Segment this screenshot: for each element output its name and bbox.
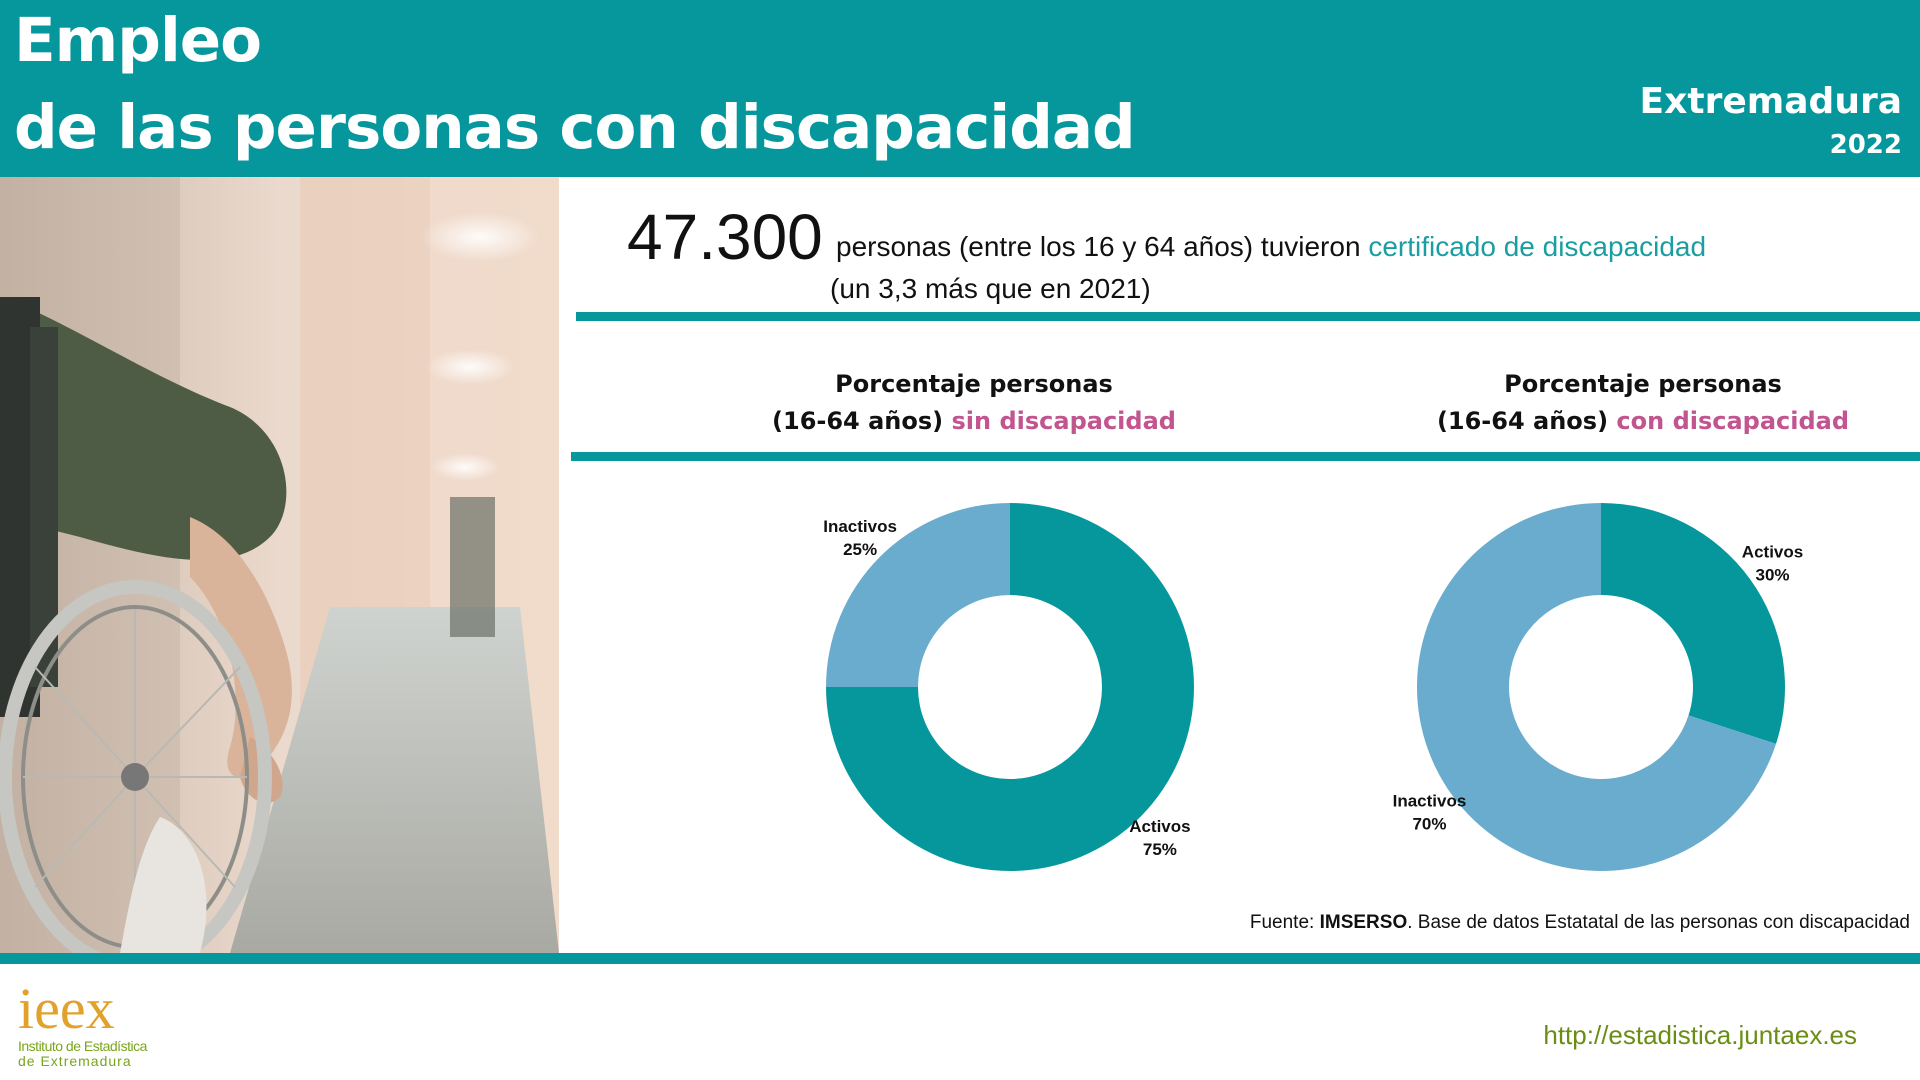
- highlight-accent: certificado de discapacidad: [1368, 231, 1707, 262]
- page-title-line1: Empleo: [14, 5, 262, 76]
- source-prefix: Fuente:: [1249, 912, 1320, 933]
- ieex-logo: ieex: [18, 976, 115, 1041]
- logo-line1: Instituto de Estadística: [18, 1038, 147, 1054]
- donut-chart-left: Activos 75% Inactivos 25%: [823, 503, 1194, 871]
- source-note: Fuente: IMSERSO. Base de datos Estatatal…: [1250, 912, 1910, 934]
- website-link[interactable]: http://estadistica.juntaex.es: [1543, 1020, 1857, 1050]
- divider-footer: [0, 953, 1920, 964]
- region-label: Extremadura: [1639, 81, 1902, 122]
- slice-label-inactivos: Inactivos: [1393, 792, 1467, 811]
- chart-title-right-line1: Porcentaje personas: [1504, 370, 1782, 398]
- donut-slice-activos: [1601, 503, 1785, 744]
- logo-word: ieex: [18, 976, 115, 1041]
- chart-title-left-accent: sin discapacidad: [951, 407, 1176, 435]
- slice-value-inactivos: 25%: [843, 540, 877, 559]
- chart-title-right: Porcentaje personas (16-64 años) con dis…: [1363, 366, 1920, 440]
- divider-top: [576, 312, 1920, 321]
- chart-title-left-line2: (16-64 años) sin discapacidad: [694, 403, 1254, 440]
- donut-slice-inactivos: [826, 503, 1010, 687]
- chart-title-left: Porcentaje personas (16-64 años) sin dis…: [694, 366, 1254, 440]
- donut-slice-inactivos: [1416, 502, 1776, 871]
- slice-value-activos: 30%: [1755, 565, 1789, 584]
- chart-title-right-prefix: (16-64 años): [1436, 407, 1609, 435]
- highlight-subtext: (un 3,3 más que en 2021): [830, 273, 1151, 304]
- source-org: IMSERSO: [1319, 912, 1408, 933]
- slice-label-activos: Activos: [1129, 817, 1190, 836]
- wheelchair-photo: [0, 177, 559, 953]
- chart-title-left-line1: Porcentaje personas: [835, 370, 1113, 398]
- slice-label-activos: Activos: [1742, 542, 1803, 561]
- highlight-text: personas (entre los 16 y 64 años) tuvier…: [836, 230, 1706, 264]
- logo-line2: de Extremadura: [18, 1053, 132, 1069]
- chart-title-left-prefix: (16-64 años): [772, 407, 944, 435]
- highlight-number: 47.300: [627, 201, 823, 273]
- source-rest: . Base de datos Estatatal de las persona…: [1407, 912, 1910, 933]
- slice-value-inactivos: 70%: [1412, 815, 1446, 834]
- chart-title-right-accent: con discapacidad: [1616, 407, 1850, 435]
- donut-slice-activos: [826, 503, 1194, 871]
- slice-label-inactivos: Inactivos: [823, 517, 897, 536]
- divider-middle: [571, 452, 1920, 461]
- chart-title-right-line2: (16-64 años) con discapacidad: [1363, 403, 1920, 440]
- slice-value-activos: 75%: [1143, 840, 1177, 859]
- header-banner: Empleo de las personas con discapacidad …: [0, 0, 1920, 177]
- page-title-line2: de las personas con discapacidad: [14, 92, 1136, 163]
- donut-chart-right: Activos 30% Inactivos 70%: [1393, 502, 1803, 871]
- year-label: 2022: [1829, 130, 1902, 160]
- highlight-text-main: personas (entre los 16 y 64 años) tuvier…: [836, 231, 1361, 262]
